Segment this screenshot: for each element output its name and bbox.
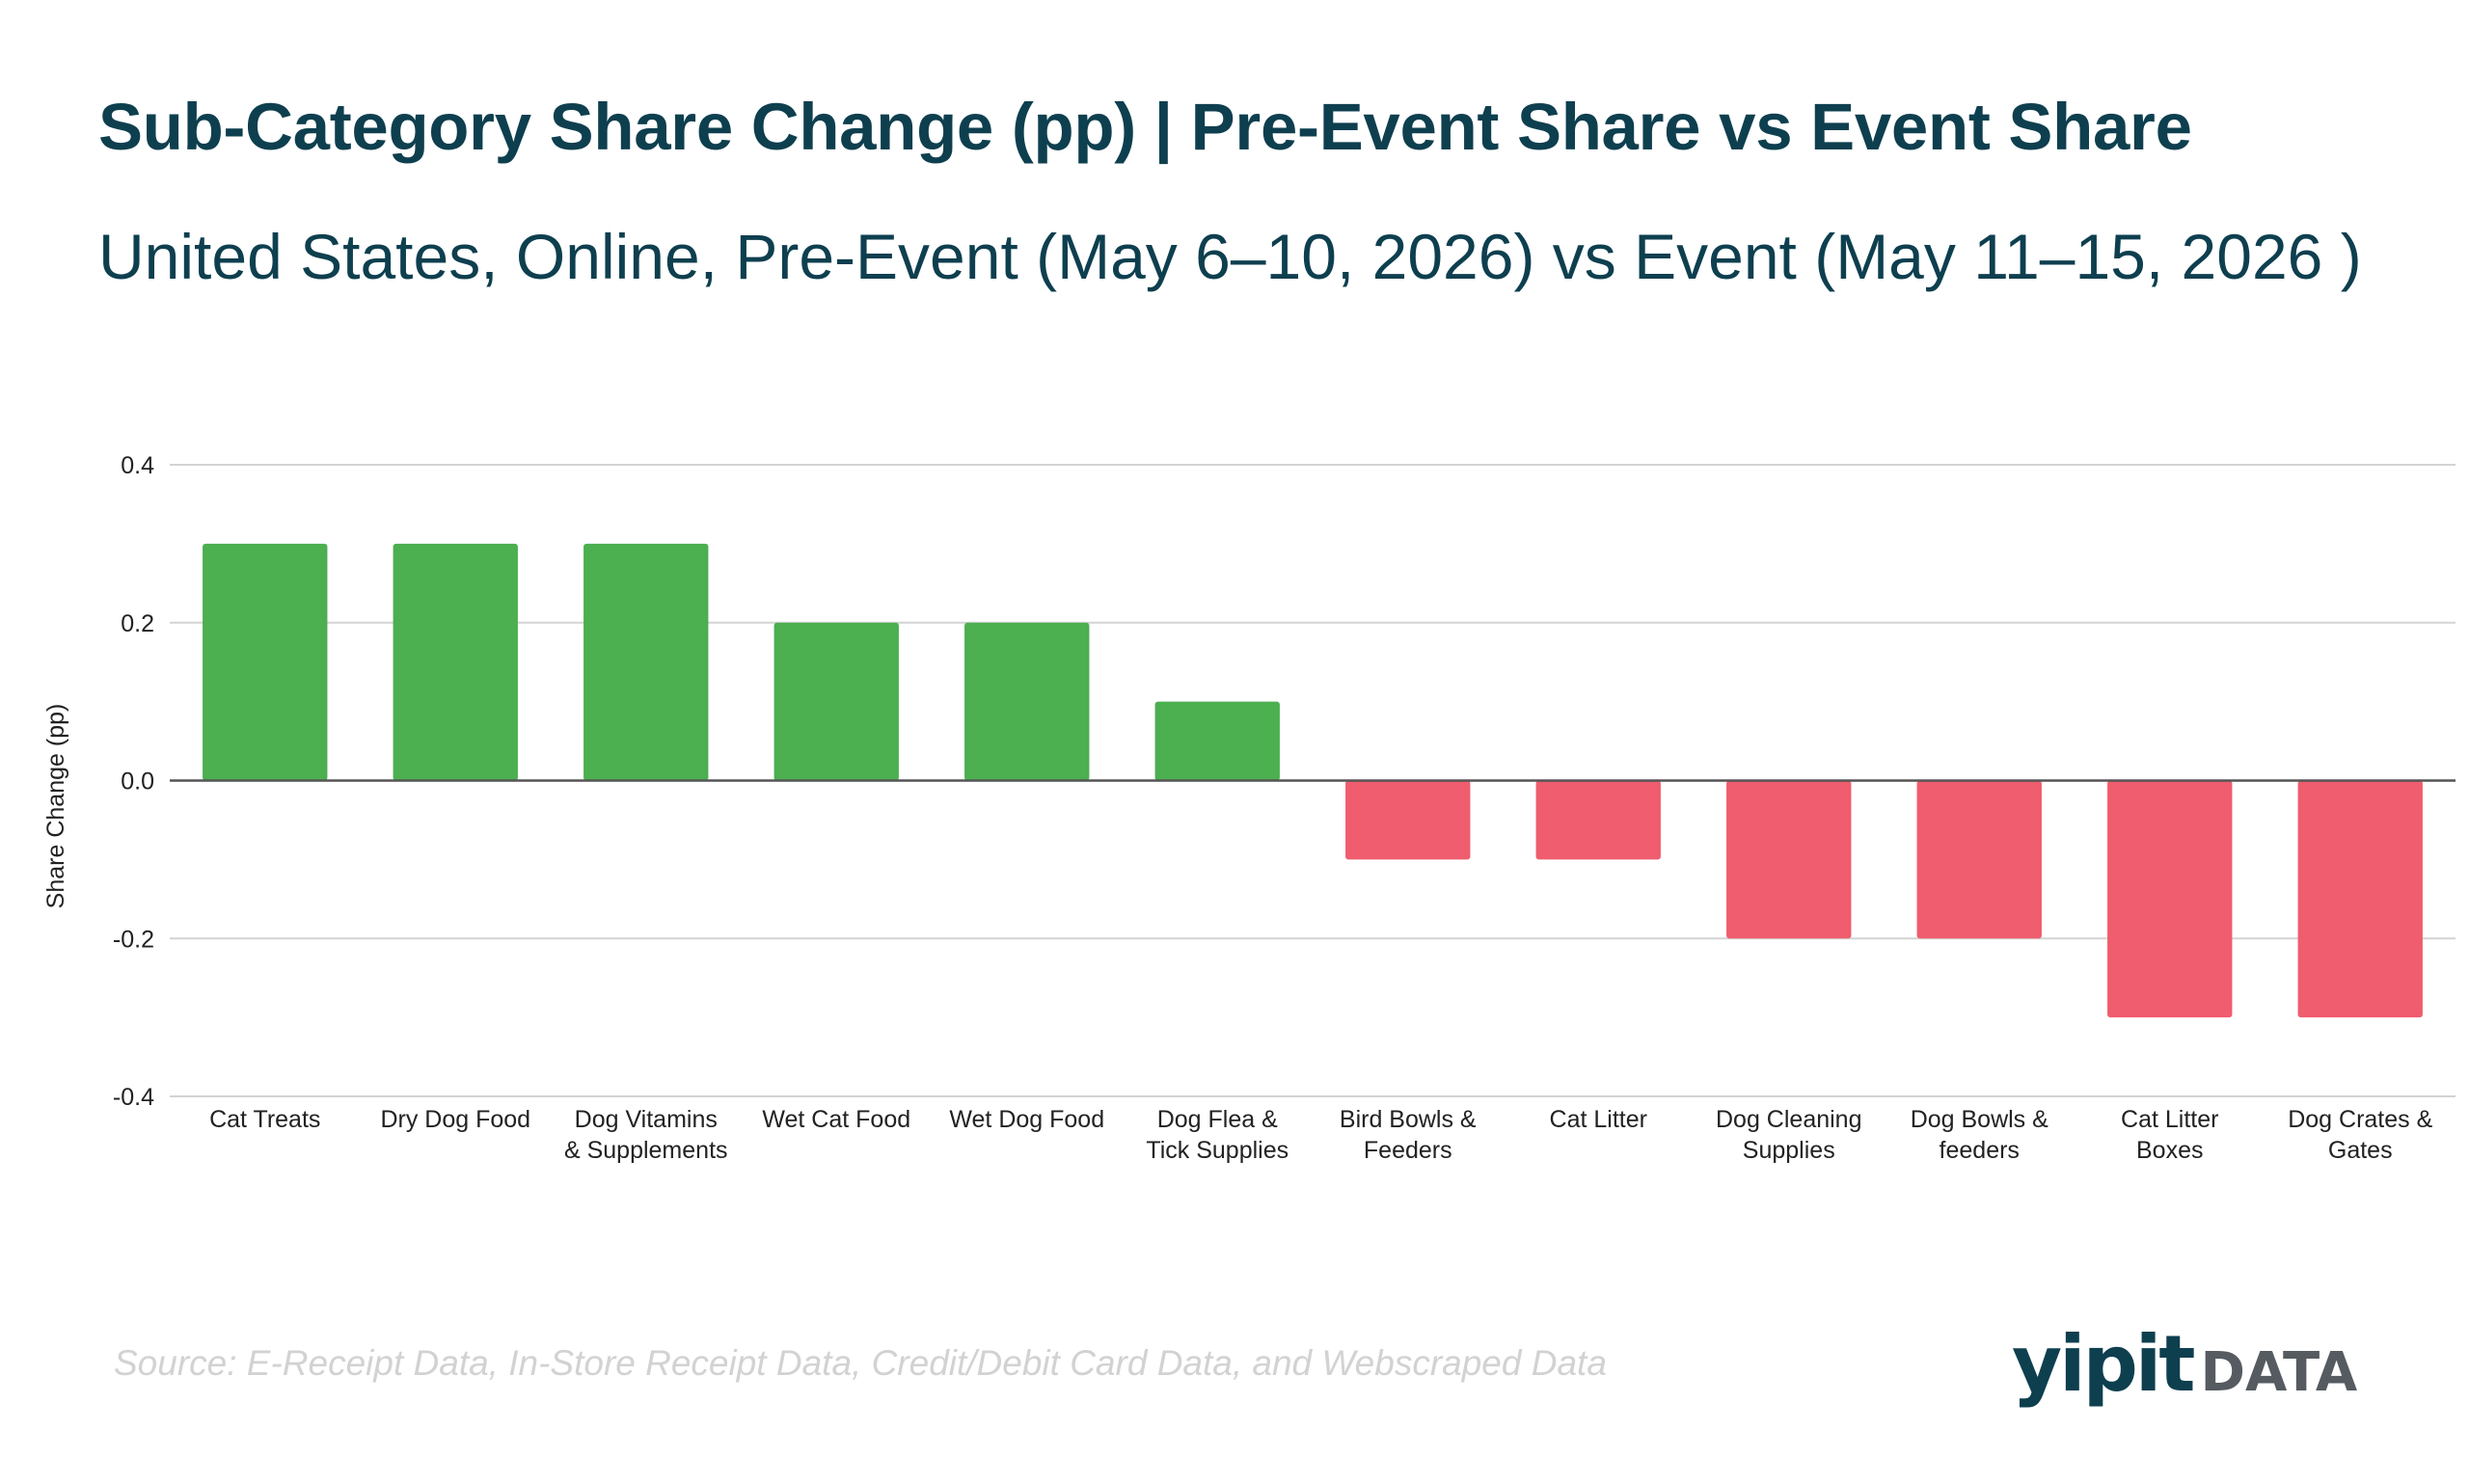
bar [2107, 780, 2233, 1018]
x-tick-label-line: Tick Supplies [1146, 1137, 1289, 1164]
x-tick-label-line: Boxes [2136, 1137, 2203, 1164]
x-tick-label: Bird Bowls & Feeders [1340, 1106, 1477, 1164]
x-tick-label-line: Cat Litter [2121, 1106, 2218, 1133]
x-tick-label-line: Wet Cat Food [762, 1106, 910, 1133]
axes: 0.4 0.2 0.0 -0.2 -0.4 Cat Treats Dry Dog Food D… [113, 452, 2455, 1164]
x-tick-label-line: feeders [1940, 1137, 2020, 1164]
x-tick-label: Dry Dog Food [380, 1106, 530, 1133]
x-tick-label-line: Cat Treats [209, 1106, 320, 1133]
source-note: Source: E-Receipt Data, In-Store Receipt… [114, 1343, 1607, 1383]
x-tick-label-line: Wet Dog Food [949, 1106, 1104, 1133]
x-tick-label-line: Dog Crates & [2288, 1106, 2432, 1133]
y-tick-label: -0.4 [113, 1084, 154, 1111]
x-tick-label: Cat Treats [209, 1106, 320, 1133]
bar [583, 543, 709, 781]
x-tick-label-line: Dog Flea & [1157, 1106, 1278, 1133]
x-tick-label: Dog Crates & Gates [2288, 1106, 2432, 1164]
bar [964, 622, 1090, 781]
x-tick-label-line: Gates [2328, 1137, 2393, 1164]
x-tick-label: Dog Vitamins & Supplements [564, 1106, 728, 1164]
bar [1916, 780, 2042, 939]
y-tick-label: -0.2 [113, 926, 154, 953]
x-tick-label: Cat Litter Boxes [2121, 1106, 2218, 1164]
x-tick-label: Dog Cleaning Supplies [1716, 1106, 1862, 1164]
x-tick-label-line: & Supplements [564, 1137, 728, 1164]
logo-wordmark: yipit [2012, 1319, 2195, 1409]
y-tick-label: 0.0 [121, 769, 154, 796]
x-tick-label: Cat Litter [1550, 1106, 1647, 1133]
x-tick-label-line: Dog Cleaning [1716, 1106, 1862, 1133]
yipit-data-logo: yipit DATA [2012, 1319, 2357, 1409]
y-tick-label: 0.2 [121, 610, 154, 637]
x-tick-label-line: Cat Litter [1550, 1106, 1647, 1133]
x-tick-label-line: Dry Dog Food [380, 1106, 530, 1133]
x-tick-label: Wet Dog Food [949, 1106, 1104, 1133]
bar [1726, 780, 1852, 939]
x-tick-label-line: Supplies [1743, 1137, 1835, 1164]
x-tick-label: Dog Bowls & feeders [1911, 1106, 2048, 1164]
bar [2297, 780, 2423, 1018]
bar [1535, 780, 1661, 860]
bar [1345, 780, 1471, 860]
x-tick-label: Dog Flea & Tick Supplies [1146, 1106, 1289, 1164]
bar [1154, 701, 1280, 781]
x-tick-label: Wet Cat Food [762, 1106, 910, 1133]
bars [203, 543, 2423, 1018]
y-axis-label: Share Change (pp) [42, 704, 69, 909]
x-tick-label-line: Bird Bowls & [1340, 1106, 1477, 1133]
x-tick-label-line: Dog Vitamins [575, 1106, 718, 1133]
chart-subtitle: United States, Online, Pre-Event (May 6–… [98, 221, 2362, 292]
bar [773, 622, 899, 781]
logo-suffix: DATA [2200, 1341, 2358, 1404]
x-tick-label-line: Feeders [1364, 1137, 1452, 1164]
bar [393, 543, 518, 781]
chart-title: Sub-Category Share Change (pp) | Pre-Eve… [98, 90, 2192, 164]
y-tick-label: 0.4 [121, 452, 154, 479]
x-tick-label-line: Dog Bowls & [1911, 1106, 2048, 1133]
bar [203, 543, 328, 781]
